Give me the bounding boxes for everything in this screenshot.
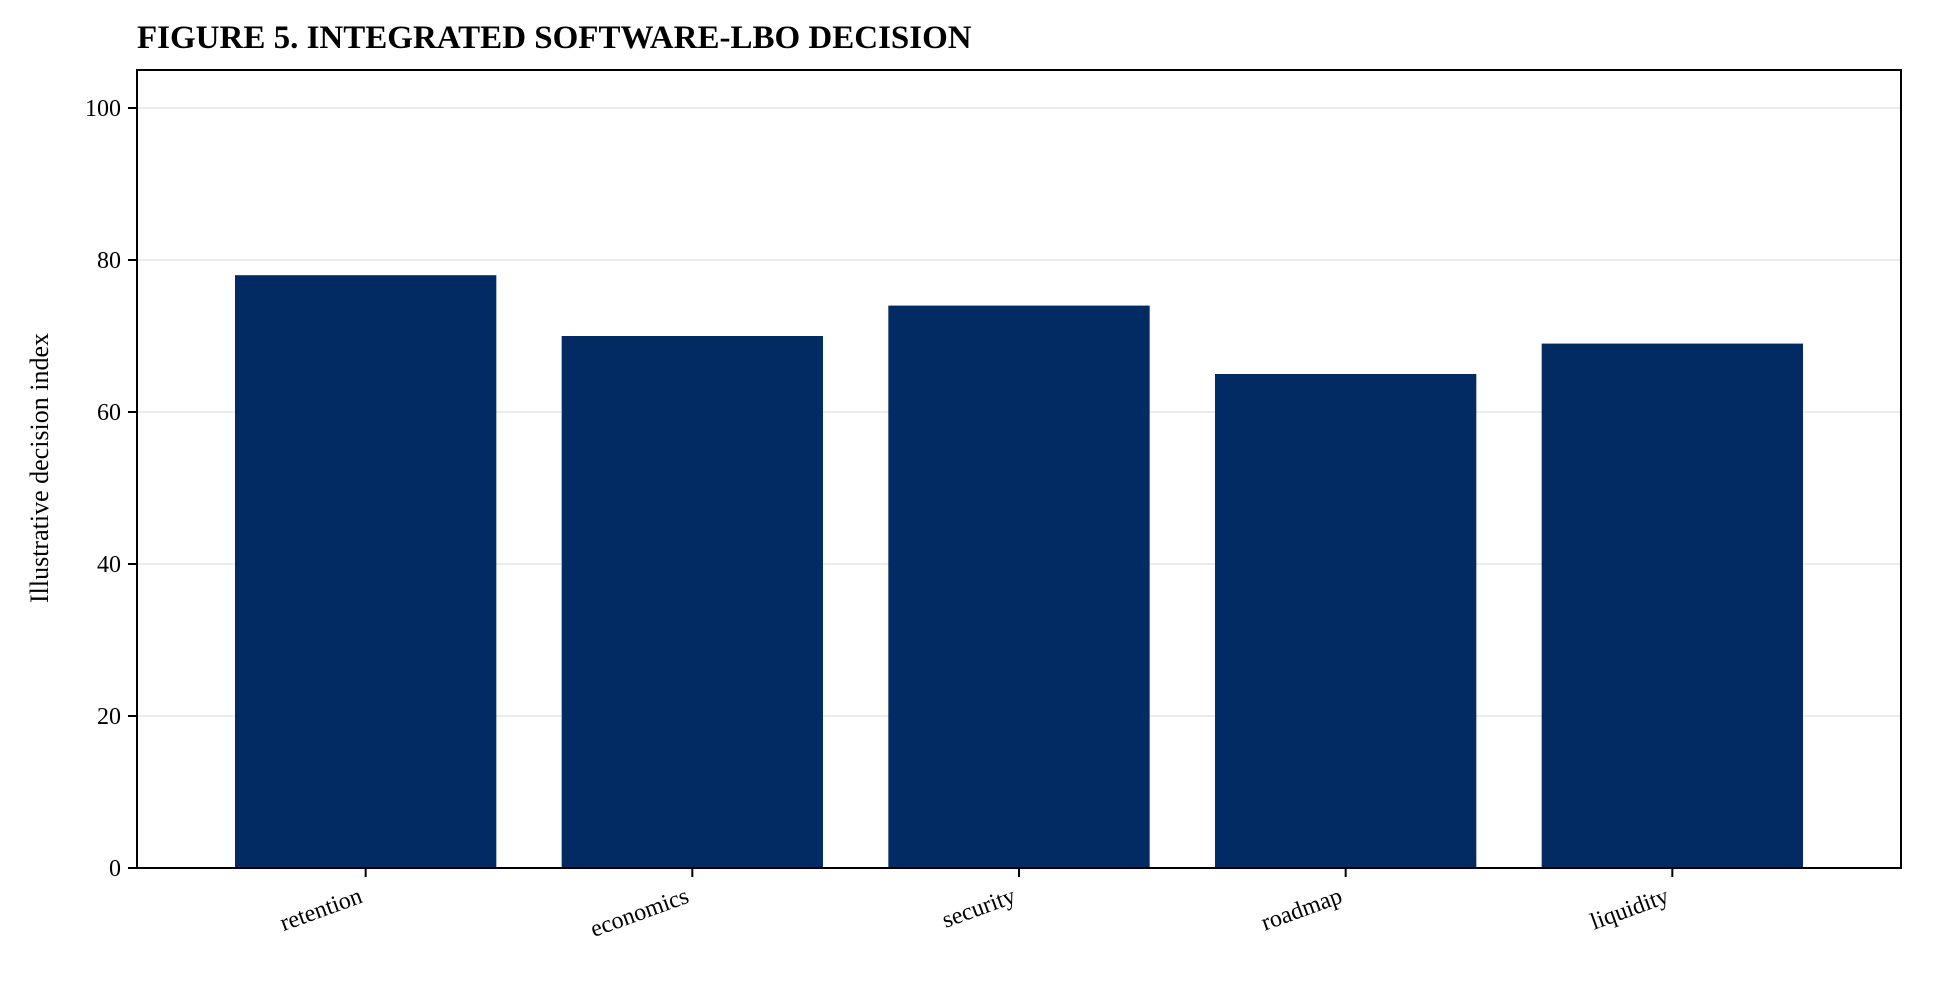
- bar-economics: [561, 336, 823, 868]
- x-tick-label-economics: economics: [587, 883, 692, 943]
- y-tick-label: 80: [97, 248, 121, 274]
- x-tick-label-roadmap: roadmap: [1258, 883, 1346, 936]
- y-tick-label: 60: [97, 400, 121, 426]
- x-tick-label-liquidity: liquidity: [1587, 883, 1672, 935]
- chart-title: FIGURE 5. INTEGRATED SOFTWARE-LBO DECISI…: [137, 20, 972, 56]
- bar-roadmap: [1215, 374, 1477, 868]
- bar-liquidity: [1541, 343, 1803, 869]
- y-tick-label: 0: [109, 856, 121, 882]
- x-axis-ticks: retention economics security roadmap liquidi…: [277, 868, 1674, 943]
- bar-retention: [235, 275, 497, 868]
- y-axis-ticks: 0 20 40 60 80 100: [85, 96, 137, 882]
- y-tick-label: 100: [85, 96, 121, 122]
- y-tick-label: 40: [97, 552, 121, 578]
- bar-security: [888, 305, 1150, 869]
- x-tick-label-retention: retention: [277, 883, 366, 937]
- x-tick-label-security: security: [939, 883, 1019, 933]
- y-tick-label: 20: [97, 704, 121, 730]
- y-axis-label: Illustrative decision index: [25, 333, 54, 603]
- bars: [235, 275, 1803, 869]
